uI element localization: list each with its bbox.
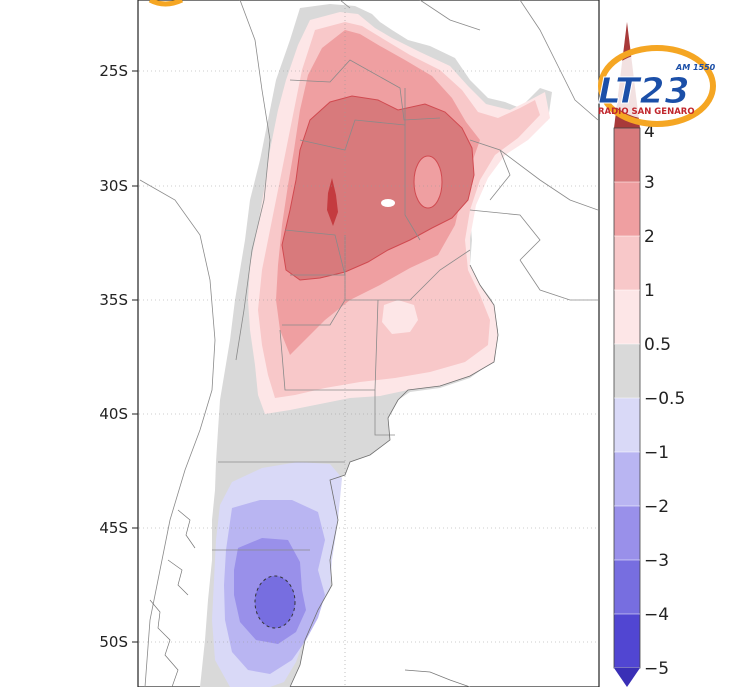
colorbar-bottom-triangle [614,668,640,687]
colorbar-label: 2 [644,227,655,247]
colorbar-label: 1 [644,281,655,301]
warm-anomaly-0.5-1-hole [382,300,418,334]
small-white-blob [381,199,395,207]
colorbar-segment [614,128,640,182]
warm-anomaly-3-4 [282,96,474,280]
colorbar-segment [614,182,640,236]
colorbar-labels: 3 2 1 0.5 −0.5 −1 −2 −3 −4 −5 [644,173,685,679]
colorbar-segment [614,290,640,344]
colorbar-label: −2 [644,497,669,517]
coastline [289,264,499,687]
colorbar-label: 0.5 [644,335,671,355]
colorbar-label-top: 4 [644,122,655,142]
colorbar-segment [614,506,640,560]
colorbar-label: −4 [644,605,669,625]
contour-inner [413,155,443,209]
lat-label-30S: 30S [99,177,128,195]
contour-3 [281,95,475,281]
logo-inner [605,52,709,120]
colorbar-segments [613,127,641,669]
colorbar-segment [614,560,640,614]
corner-orange-ring [148,0,184,7]
station-logo: AM 1550 LT23 RADIO SAN GENARO [598,45,716,127]
colorbar-segment [614,398,640,452]
logo-frequency: AM 1550 [675,63,716,72]
lat-label-45S: 45S [99,519,128,537]
logo-name: RADIO SAN GENARO [598,107,695,117]
colorbar-label: −0.5 [644,389,685,409]
colorbar-label: −3 [644,551,669,571]
logo-station: LT23 [598,71,690,112]
map-content [139,0,598,687]
lat-label-25S: 25S [99,62,128,80]
province-boundaries [212,59,541,551]
lat-label-40S: 40S [99,405,128,423]
warm-anomaly-inner-ellipse [414,156,442,208]
gridlines [139,0,598,687]
country-boundaries [139,0,598,687]
colorbar-label: −1 [644,443,669,463]
colorbar-segment [614,344,640,398]
islands [149,509,471,687]
latitude-axis: 25S 30S 35S 40S 45S 50S [99,62,138,651]
logo-ring [598,45,716,127]
colorbar-label: −5 [644,659,669,679]
colorbar-segment [614,614,640,668]
lat-label-35S: 35S [99,291,128,309]
warm-anomaly-4-plus [327,178,338,226]
colorbar-label: 3 [644,173,655,193]
lat-label-50S: 50S [99,633,128,651]
colorbar-segment [614,452,640,506]
cool-anomaly-3-4 [254,575,296,629]
colorbar-segment [614,236,640,290]
